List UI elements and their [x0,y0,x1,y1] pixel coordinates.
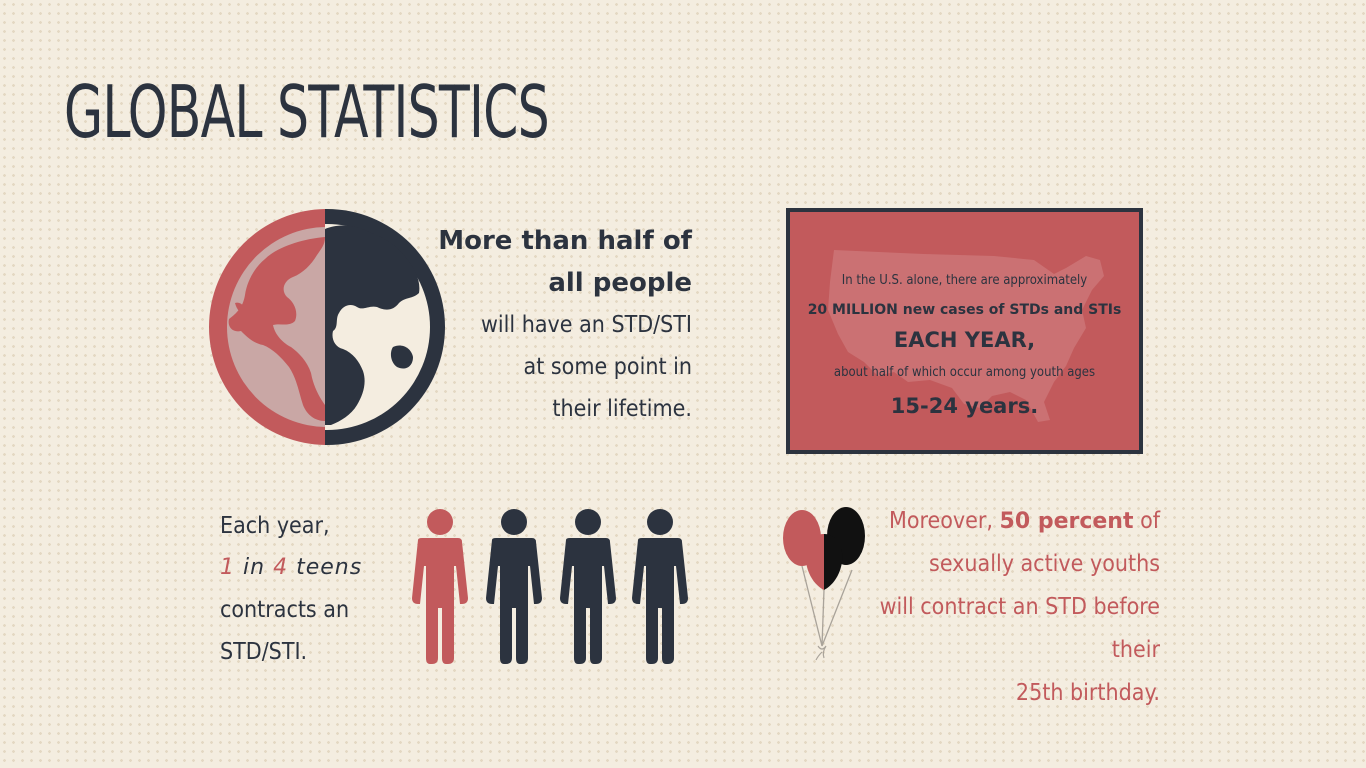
teen-stat-text: Each year, 1 in 4 teens contracts an STD… [220,505,400,673]
teen-stat-ratio: 1 in 4 teens [220,547,400,589]
globe-stat-line1: More than half of [438,226,692,256]
person-icon-dark-2 [560,509,616,664]
teen-stat-line4: STD/STI. [220,639,308,665]
youth-stat-line4: 25th birthday. [1015,680,1160,706]
youth-stat-post: of [1140,508,1160,534]
us-stat-line5: 15-24 years. [890,394,1039,418]
globe-stat-text: More than half of all people will have a… [430,220,692,430]
teen-stat-in: in [243,555,266,580]
youth-stat-line2: sexually active youths [929,551,1160,577]
globe-stat-line4: at some point in [523,354,692,380]
us-map-icon [828,250,1104,422]
teen-stat-line1: Each year, [220,513,330,539]
us-stat-line1: In the U.S. alone, there are approximate… [841,273,1088,288]
globe-stat-line3: will have an STD/STI [480,312,692,338]
us-stat-line2: 20 MILLION new cases of STDs and STIs [807,302,1122,318]
us-stat-box: In the U.S. alone, there are approximate… [786,208,1143,454]
teen-stat-teens: teens [296,555,363,580]
page-title: GLOBAL STATISTICS [64,70,550,154]
youth-stat-line3: will contract an STD before their [879,594,1160,663]
person-icon-dark-1 [486,509,542,664]
teen-stat-num1: 1 [220,555,235,580]
us-stat-line3: EACH YEAR, [893,328,1036,352]
globe-stat-line5: their lifetime. [552,396,692,422]
globe-stat-line2: all people [548,268,692,298]
youth-stat-bold: 50 percent [999,509,1134,534]
person-icon-red [412,509,468,664]
youth-stat-text: Moreover, 50 percent of sexually active … [840,500,1160,715]
teen-stat-num2: 4 [273,555,289,580]
teen-stat-line3: contracts an [220,597,350,623]
balloons-icon [783,507,865,661]
people-icon-group [412,509,688,664]
us-stat-line4: about half of which occur among youth ag… [833,365,1096,380]
globe-icon [209,209,445,445]
person-icon-dark-3 [632,509,688,664]
youth-stat-line1: Moreover, 50 percent of [840,500,1160,543]
youth-stat-pre: Moreover, [889,508,993,534]
